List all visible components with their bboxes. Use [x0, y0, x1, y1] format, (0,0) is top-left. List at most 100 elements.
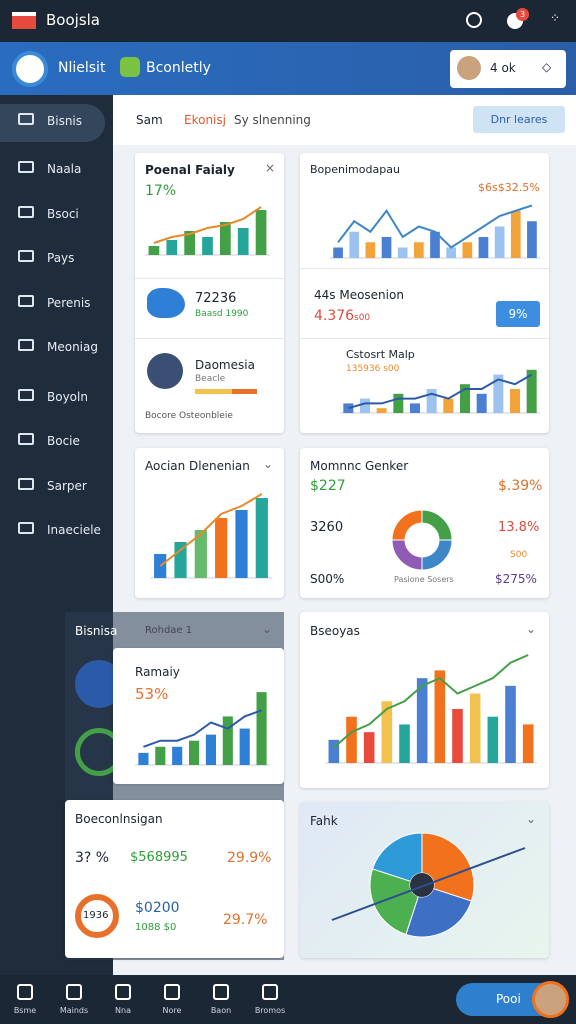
bar — [194, 530, 207, 578]
bar — [414, 242, 424, 258]
expand-icon[interactable]: ⌄ — [263, 457, 274, 471]
metric: 3260 — [310, 520, 344, 535]
tab-active[interactable]: Ekonisj — [184, 113, 226, 127]
product-name: Bconletly — [146, 60, 211, 76]
nav-label[interactable]: Baon — [210, 1006, 232, 1015]
nav-item[interactable]: Bocie — [47, 434, 80, 448]
card-title: Ramaiy — [135, 665, 180, 679]
nav-icon[interactable] — [164, 984, 180, 1000]
bar — [478, 237, 489, 258]
tab[interactable]: Sam — [136, 113, 163, 127]
trend-line — [159, 493, 263, 567]
bar — [487, 716, 499, 763]
nav-icon — [18, 161, 34, 173]
status: 4 ok — [490, 61, 516, 75]
nav-item[interactable]: Boyoln — [47, 389, 88, 404]
nav-item[interactable]: Meoniag — [47, 340, 98, 354]
nav-label[interactable]: Bromos — [254, 1006, 286, 1015]
close-icon[interactable]: × — [265, 161, 276, 175]
nav-label[interactable]: Bsme — [13, 1006, 37, 1015]
bar — [410, 403, 420, 413]
nav-item[interactable]: Bisnis — [47, 114, 83, 128]
bar — [174, 542, 187, 578]
slice — [421, 539, 453, 571]
metric: $.39% — [498, 478, 543, 494]
slice — [391, 539, 423, 571]
bar — [333, 247, 343, 258]
metric: $275% — [495, 572, 537, 586]
profile-label: Pooi — [496, 992, 521, 1006]
bar — [237, 228, 249, 255]
nav-icon[interactable] — [115, 984, 131, 1000]
avatar — [532, 981, 569, 1018]
card-title: Bopenimodapau — [310, 163, 400, 176]
ring-value: 1936 — [83, 910, 109, 921]
nav-icon[interactable] — [213, 984, 229, 1000]
profile-pill[interactable]: Pooi — [456, 981, 569, 1018]
nav-item[interactable]: Naala — [47, 162, 82, 176]
bar — [365, 242, 376, 258]
nav-item[interactable]: Pays — [47, 251, 75, 265]
nav-icon — [18, 113, 34, 125]
bar — [205, 734, 216, 765]
metric: $0200 — [135, 900, 180, 916]
tab-button[interactable]: Dnr leares — [473, 106, 565, 133]
bar — [510, 389, 520, 413]
bar — [256, 692, 267, 765]
nav-icon[interactable] — [262, 984, 278, 1000]
note: Pasione Sosers — [394, 575, 454, 584]
expand-icon[interactable]: ⌄ — [526, 812, 537, 826]
nav-item[interactable]: Bsoci — [47, 206, 79, 221]
nav-label[interactable]: Nna — [115, 1006, 131, 1015]
bar — [363, 732, 375, 763]
sub-unit: s00 — [354, 313, 371, 323]
bar — [476, 393, 487, 413]
bottom-nav: Pooi Bsme Mainds Nna Nore Baon Bromos — [0, 975, 576, 1024]
nav-item[interactable]: Perenis — [47, 295, 91, 310]
nav-label[interactable]: Nore — [162, 1006, 182, 1015]
nav-item[interactable]: Inaeciele — [47, 523, 101, 537]
third-title: Cstosrt Malp — [346, 348, 415, 361]
bar — [505, 685, 516, 763]
bar — [184, 231, 195, 255]
divider — [300, 338, 549, 339]
third-metric: 135936 s00 — [346, 364, 400, 374]
nav-item[interactable]: Sarper — [47, 478, 87, 493]
expand-icon[interactable]: ⌄ — [262, 622, 273, 636]
value-button[interactable]: 9% — [496, 301, 540, 327]
account-pill[interactable]: 4 ok ◇ — [450, 50, 566, 88]
badge: 3 — [516, 8, 529, 21]
tab[interactable]: Sy slnenning — [234, 113, 311, 127]
bar — [155, 746, 166, 765]
person-avatar — [147, 353, 183, 389]
bar — [349, 231, 360, 258]
metric: $227 — [310, 478, 346, 494]
progress — [195, 389, 257, 394]
sub-metric: 4.376 — [314, 308, 355, 324]
trend-line — [153, 206, 262, 244]
bar — [430, 231, 440, 258]
bar — [222, 716, 233, 765]
bar — [381, 701, 393, 763]
divider — [135, 278, 284, 279]
person-note: Beacle — [195, 374, 226, 384]
nav-icon — [18, 250, 34, 262]
nav-label[interactable]: Mainds — [59, 1006, 89, 1015]
nav-item-active[interactable] — [0, 104, 105, 142]
settings-icon[interactable]: ◇ — [542, 60, 552, 74]
bar — [462, 242, 473, 258]
card-title: Boeconlnsigan — [75, 812, 163, 826]
ring — [75, 894, 119, 938]
nav-icon[interactable] — [17, 984, 33, 1000]
bar — [346, 716, 357, 763]
more-icon[interactable]: ⁘ — [550, 11, 561, 25]
bar — [393, 393, 404, 413]
bar — [397, 247, 408, 258]
search-icon[interactable] — [466, 12, 482, 28]
expand-icon[interactable]: ⌄ — [526, 622, 537, 636]
nav-icon — [18, 339, 34, 351]
section-title: Bisnisa — [75, 624, 118, 638]
nav-icon[interactable] — [66, 984, 82, 1000]
bar — [215, 518, 228, 578]
nav-icon — [18, 205, 34, 218]
